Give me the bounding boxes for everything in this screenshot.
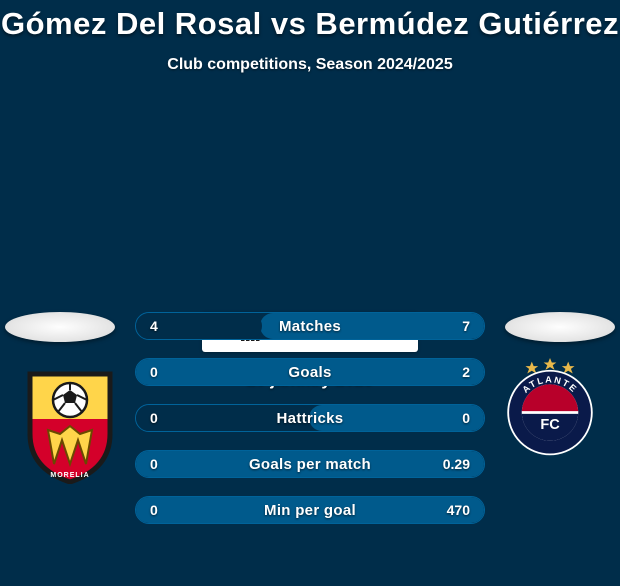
- stat-label: Min per goal: [136, 497, 484, 523]
- stat-label: Matches: [136, 313, 484, 339]
- stat-bar: 02Goals: [135, 358, 485, 386]
- stat-bars: 47Matches 02Goals 00Hattricks 00.29Goals pe…: [135, 312, 485, 542]
- monarcas-logo: MORELIA: [20, 364, 120, 464]
- stat-bar: 47Matches: [135, 312, 485, 340]
- svg-text:FC: FC: [540, 417, 560, 433]
- page-subtitle: Club competitions, Season 2024/2025: [0, 56, 620, 74]
- svg-text:MORELIA: MORELIA: [50, 472, 89, 479]
- stat-bar: 00Hattricks: [135, 404, 485, 432]
- left-pedestal-disc: [5, 312, 115, 342]
- stat-label: Goals: [136, 359, 484, 385]
- stat-bar: 00.29Goals per match: [135, 450, 485, 478]
- page-title: Gómez Del Rosal vs Bermúdez Gutiérrez: [0, 6, 620, 42]
- stat-bar: 0470Min per goal: [135, 496, 485, 524]
- stat-label: Goals per match: [136, 451, 484, 477]
- atlante-logo: ATLANTE FC: [500, 358, 600, 458]
- stat-label: Hattricks: [136, 405, 484, 431]
- comparison-stage: 47Matches02Goals00Hattricks00.29Goals pe…: [0, 312, 620, 390]
- right-pedestal-disc: [505, 312, 615, 342]
